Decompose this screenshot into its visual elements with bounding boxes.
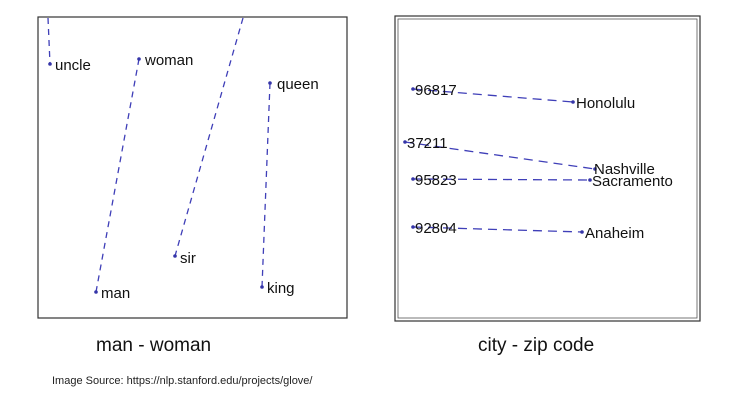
label-sacramento: Sacramento <box>592 173 673 190</box>
point-37211 <box>403 140 407 144</box>
point-sacramento <box>588 178 592 182</box>
point-96817 <box>411 87 415 91</box>
label-96817: 96817 <box>415 82 457 99</box>
label-woman: woman <box>144 52 193 69</box>
point-sir <box>173 254 177 258</box>
label-honolulu: Honolulu <box>576 95 635 112</box>
caption-man-woman: man - woman <box>96 335 212 356</box>
label-nashville: Nashville <box>594 161 655 178</box>
label-queen: queen <box>277 76 319 93</box>
panel-frame <box>37 16 348 319</box>
image-source-note: Image Source: https://nlp.stanford.edu/p… <box>52 375 313 387</box>
point-anaheim <box>580 230 584 234</box>
label-sir: sir <box>180 250 196 267</box>
label-uncle: uncle <box>55 57 91 74</box>
vector-96817-honolulu <box>412 88 574 103</box>
vector-sir <box>174 17 244 257</box>
point-95823 <box>411 177 415 181</box>
vector-uncle <box>47 17 51 65</box>
vector-37211-nashville <box>404 141 596 170</box>
point-king <box>260 285 264 289</box>
panel-city-zip: 96817 Honolulu 37211 Nashville 95823 Sac… <box>394 15 701 322</box>
caption-city-zip: city - zip code <box>478 335 595 356</box>
panel-frame-outer <box>394 15 701 322</box>
panel-frame-inner <box>397 18 698 319</box>
vector-92804-anaheim <box>412 226 583 233</box>
point-uncle <box>48 62 52 66</box>
vector-queen-king <box>261 82 271 288</box>
point-woman <box>137 57 141 61</box>
point-92804 <box>411 225 415 229</box>
point-queen <box>268 81 272 85</box>
label-anaheim: Anaheim <box>585 225 644 242</box>
label-king: king <box>267 280 295 297</box>
panel-man-woman: uncle woman queen sir man king <box>37 16 348 319</box>
point-man <box>94 290 98 294</box>
point-nashville <box>593 167 597 171</box>
point-honolulu <box>571 100 575 104</box>
label-95823: 95823 <box>415 172 457 189</box>
label-37211: 37211 <box>407 135 448 152</box>
label-man: man <box>101 285 130 302</box>
label-92804: 92804 <box>415 220 457 237</box>
